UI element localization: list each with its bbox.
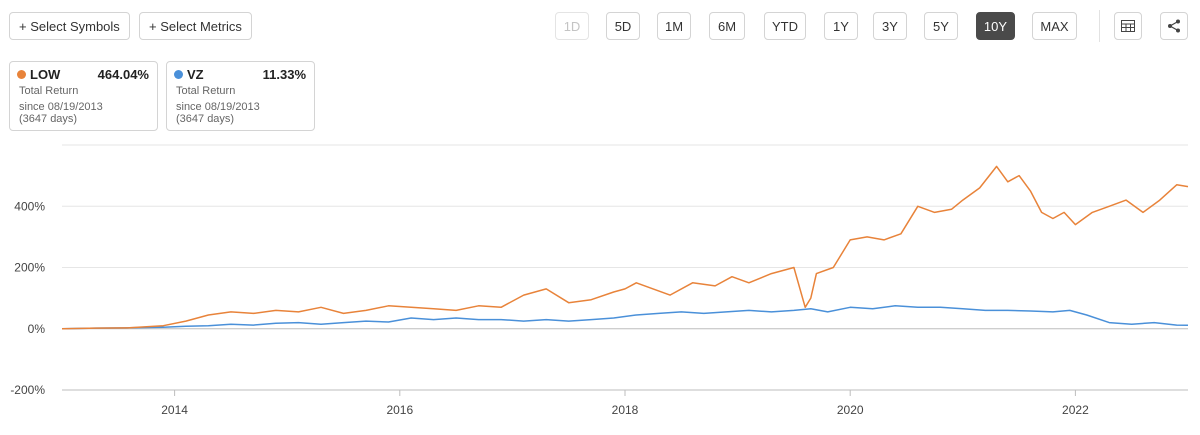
series-color-dot	[17, 70, 26, 79]
toolbar-divider	[1099, 10, 1100, 42]
y-tick-label: 200%	[14, 261, 45, 275]
x-tick-label: 2014	[161, 403, 188, 417]
x-tick-label: 2016	[386, 403, 413, 417]
range-1m-button[interactable]: 1M	[657, 12, 691, 40]
legend-since-days: (3647 days)	[176, 113, 235, 125]
range-10y-button[interactable]: 10Y	[976, 12, 1015, 40]
legend-card-low[interactable]: LOW 464.04% Total Return since 08/19/201…	[9, 61, 158, 131]
legend-card-vz[interactable]: VZ 11.33% Total Return since 08/19/2013 …	[166, 61, 315, 131]
legend-since-date: since 08/19/2013	[176, 101, 260, 113]
legend-value: 11.33%	[262, 67, 306, 82]
range-5d-button[interactable]: 5D	[606, 12, 640, 40]
legend-value: 464.04%	[97, 67, 149, 82]
table-view-button[interactable]	[1114, 12, 1142, 40]
table-icon	[1121, 20, 1135, 32]
range-ytd-button[interactable]: YTD	[764, 12, 806, 40]
chart-lines	[61, 165, 1189, 330]
chart-grid	[62, 144, 1188, 391]
legend-metric: Total Return	[176, 85, 236, 97]
x-tick-label: 2022	[1062, 403, 1089, 417]
range-6m-button[interactable]: 6M	[709, 12, 745, 40]
legend-symbol: VZ	[187, 67, 204, 82]
series-line-vz	[61, 305, 1189, 330]
y-tick-label: 400%	[14, 199, 45, 213]
y-tick-label: -200%	[10, 383, 45, 397]
x-tick-label: 2018	[612, 403, 639, 417]
legend-since-date: since 08/19/2013	[19, 101, 103, 113]
select-metrics-button[interactable]: + Select Metrics	[139, 12, 252, 40]
x-tick-label: 2020	[837, 403, 864, 417]
range-3y-button[interactable]: 3Y	[873, 12, 907, 40]
range-max-button[interactable]: MAX	[1032, 12, 1077, 40]
y-tick-label: 0%	[28, 322, 46, 336]
series-color-dot	[174, 70, 183, 79]
range-1d-button[interactable]: 1D	[555, 12, 589, 40]
legend-since: since 08/19/2013 (3647 days)	[176, 101, 260, 125]
range-5y-button[interactable]: 5Y	[924, 12, 958, 40]
share-icon	[1168, 19, 1180, 33]
legend-since-days: (3647 days)	[19, 113, 78, 125]
legend-metric: Total Return	[19, 85, 79, 97]
legend-since: since 08/19/2013 (3647 days)	[19, 101, 103, 125]
legend-symbol: LOW	[30, 67, 61, 82]
share-button[interactable]	[1160, 12, 1188, 40]
series-line-low	[61, 165, 1189, 330]
y-axis: -200% 0% 200% 400%	[10, 199, 45, 397]
x-axis: 2014 2016 2018 2020 2022	[62, 389, 1188, 417]
select-symbols-button[interactable]: + Select Symbols	[9, 12, 130, 40]
total-return-chart[interactable]: 2014 2016 2018 2020 2022 -200% 0% 200% 400%	[0, 135, 1200, 435]
range-1y-button[interactable]: 1Y	[824, 12, 858, 40]
